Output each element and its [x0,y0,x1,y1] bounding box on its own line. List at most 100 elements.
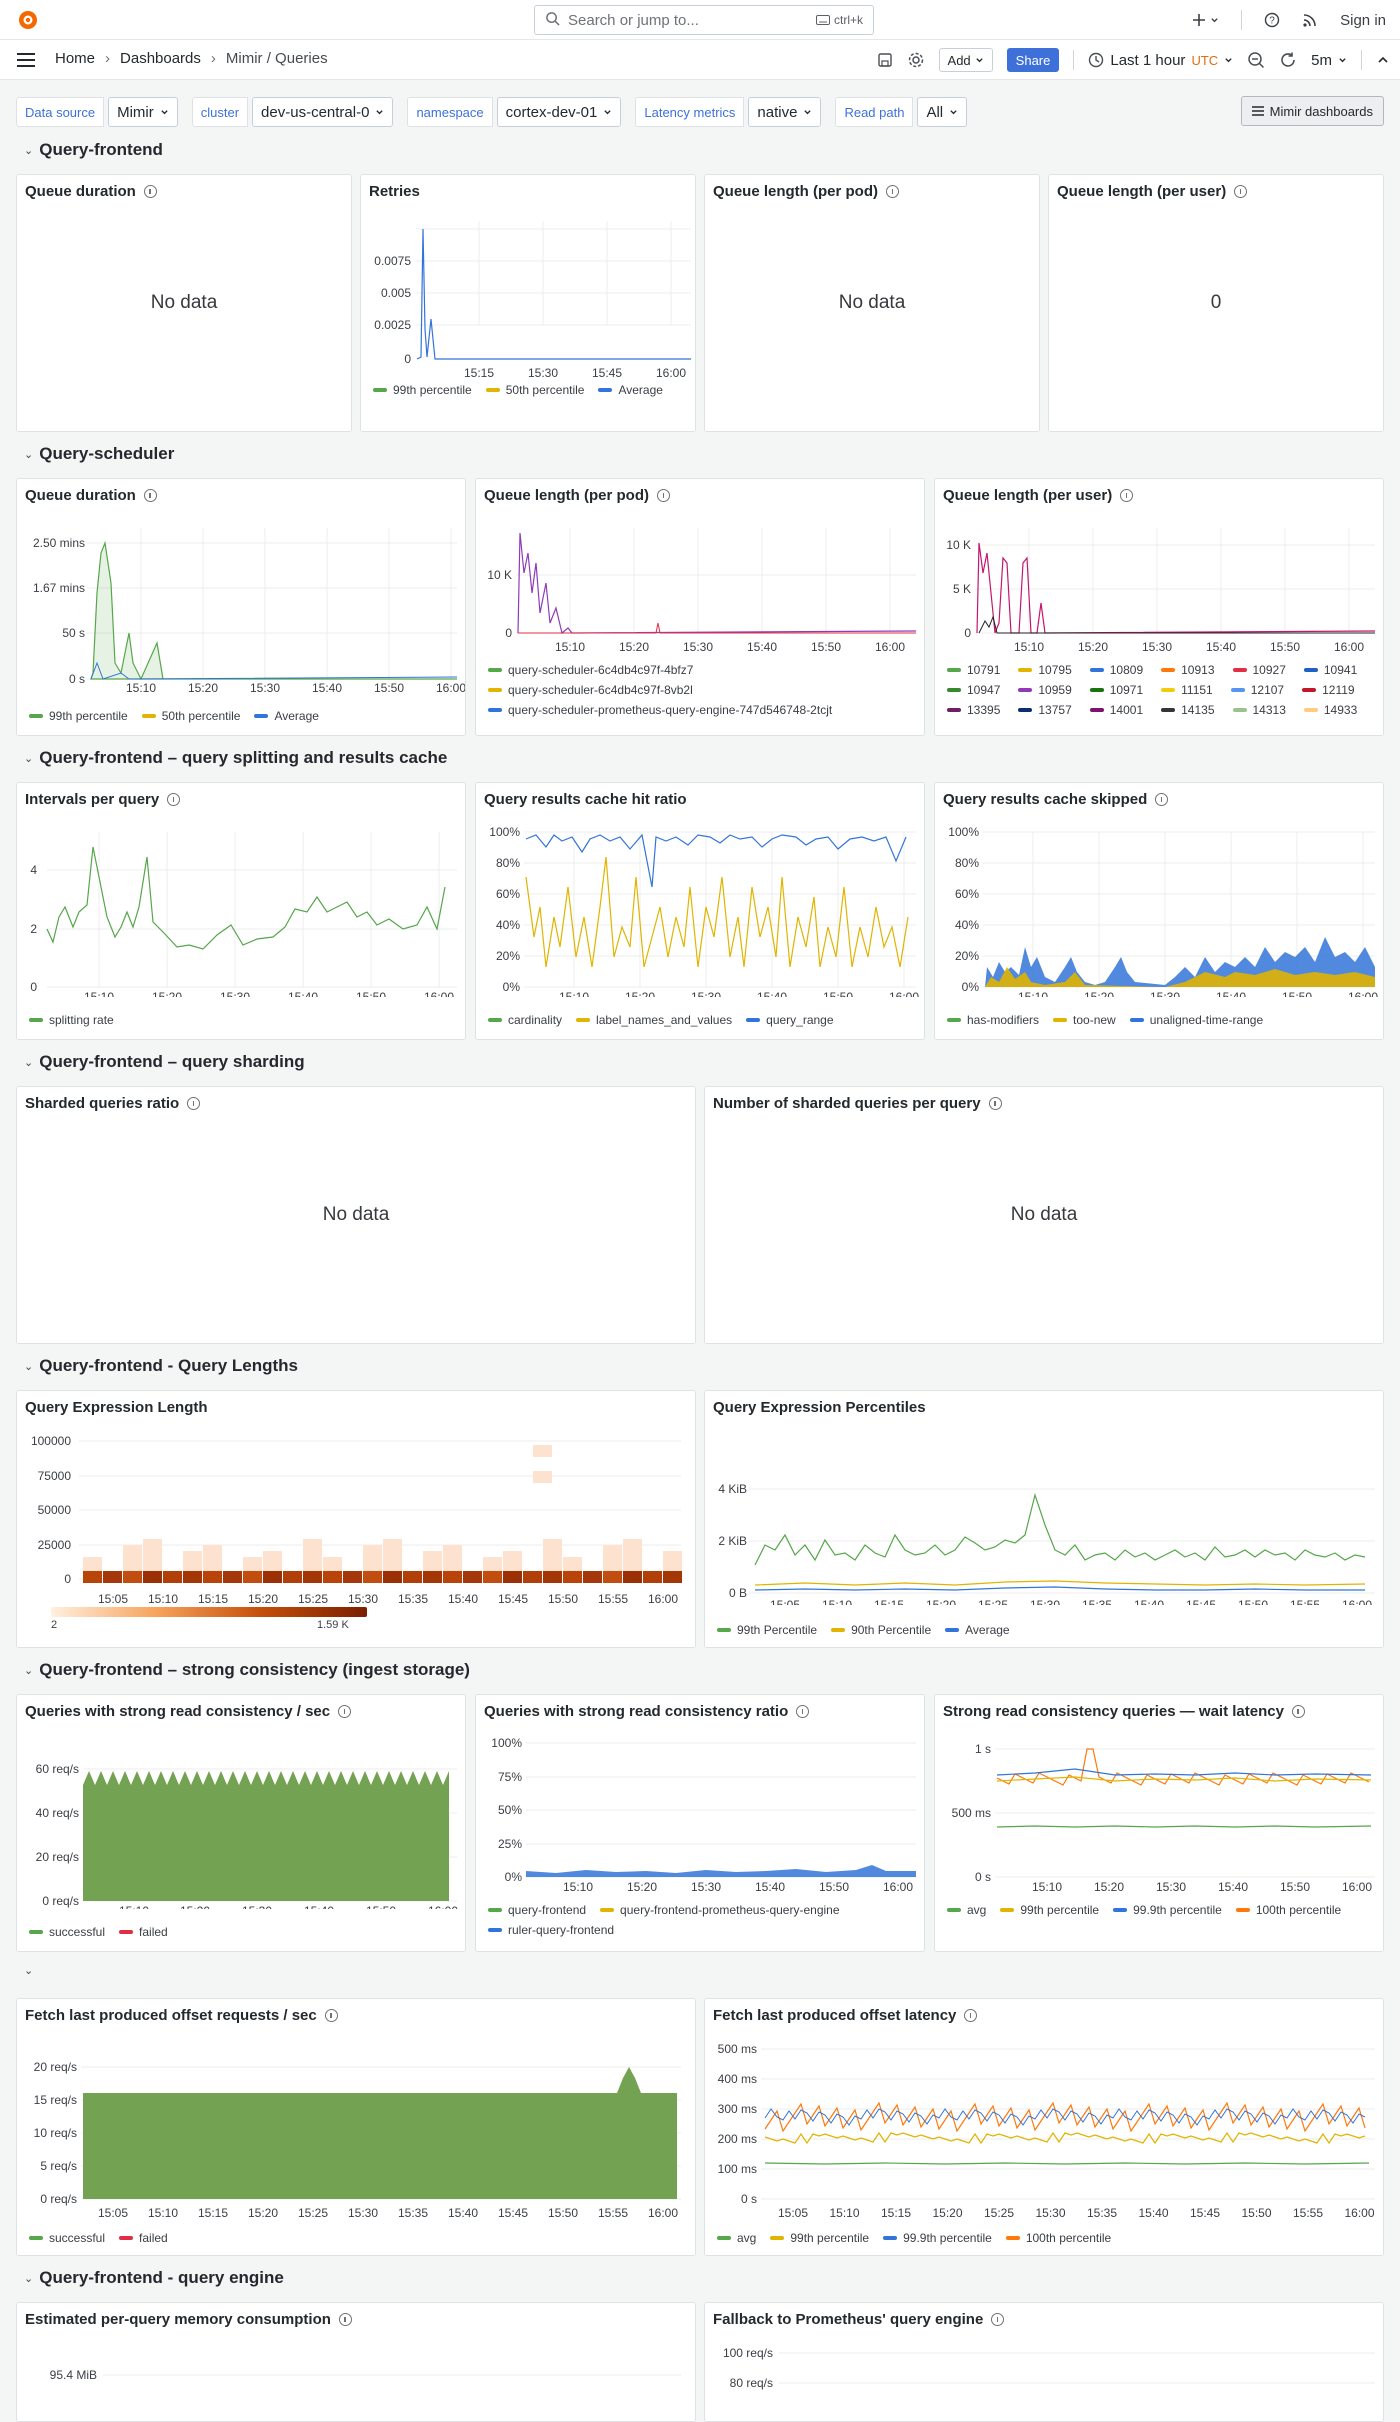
legend-item[interactable]: 12119 [1302,683,1355,697]
help-icon[interactable]: ? [1264,12,1280,28]
row-header-query-frontend[interactable]: ⌄ Query-frontend [24,140,163,159]
legend-item[interactable]: 90th Percentile [831,1623,931,1637]
zoom-out-icon[interactable] [1247,51,1265,69]
legend-item[interactable]: 10959 [1018,683,1072,697]
legend-item[interactable]: 10809 [1089,663,1143,677]
legend-item[interactable]: Average [945,1623,1010,1637]
legend-item[interactable]: 14135 [1161,703,1215,717]
legend-item[interactable]: 100th percentile [1005,2231,1111,2245]
row-header-query-engine[interactable]: ⌄ Query-frontend - query engine [24,2268,284,2287]
legend-item[interactable]: successful [29,1925,105,1939]
row-header-query-lengths[interactable]: ⌄ Query-frontend - Query Lengths [24,1356,299,1375]
variable-select-read-path[interactable]: All [917,97,968,127]
legend-item[interactable]: 99.9th percentile [1113,1903,1222,1917]
legend-item[interactable]: 10795 [1018,663,1072,677]
row-header-unnamed[interactable]: ⌄ [24,1964,39,1977]
legend-item[interactable]: avg [717,2231,756,2245]
legend-item[interactable]: 50th percentile [485,383,584,397]
legend-item[interactable]: 10791 [947,663,1000,677]
legend-item[interactable]: 99th percentile [1000,1903,1099,1917]
info-icon[interactable] [324,2009,338,2022]
legend-item[interactable]: 10927 [1232,663,1286,677]
legend-item[interactable]: 14933 [1303,703,1357,717]
legend-item[interactable]: 99th percentile [373,383,472,397]
row-header-query-sharding[interactable]: ⌄ Query-frontend – query sharding [24,1052,305,1071]
legend-item[interactable]: query_range [746,1013,834,1027]
legend-item[interactable]: 99th Percentile [717,1623,817,1637]
breadcrumb-home[interactable]: Home [55,50,96,67]
legend-item[interactable]: avg [947,1903,986,1917]
legend-item[interactable]: unaligned-time-range [1129,1013,1263,1027]
legend-item[interactable]: 14313 [1232,703,1286,717]
info-icon[interactable] [338,1705,352,1718]
legend-item[interactable]: 11151 [1161,683,1213,697]
legend-item[interactable]: too-new [1053,1013,1116,1027]
info-icon[interactable] [964,2009,978,2022]
rss-news-icon[interactable] [1302,12,1318,28]
refresh-icon[interactable] [1279,51,1297,69]
row-header-query-scheduler[interactable]: ⌄ Query-scheduler [24,444,175,463]
info-icon[interactable] [796,1705,810,1718]
legend-item[interactable]: 99th percentile [770,2231,869,2245]
legend-item[interactable]: has-modifiers [947,1013,1039,1027]
info-icon[interactable] [1120,489,1134,502]
legend-item[interactable]: 50th percentile [141,709,240,723]
legend-item[interactable]: splitting rate [29,1013,114,1027]
save-icon[interactable] [877,52,893,68]
legend-item[interactable]: 13395 [947,703,1000,717]
legend-item[interactable]: failed [119,1925,168,1939]
info-icon[interactable] [143,185,157,198]
chevron-up-icon[interactable] [1376,53,1390,67]
legend-item[interactable]: 13757 [1018,703,1072,717]
legend-item[interactable]: ruler-query-frontend [488,1923,614,1937]
legend-item[interactable]: 99.9th percentile [883,2231,992,2245]
sign-in-link[interactable]: Sign in [1340,11,1386,29]
legend-item[interactable]: failed [119,2231,168,2245]
legend-item[interactable]: 100th percentile [1235,1903,1341,1917]
info-icon[interactable] [338,2313,352,2326]
legend-item[interactable]: label_names_and_values [576,1013,732,1027]
info-icon[interactable] [1155,793,1169,806]
info-icon[interactable] [143,489,157,502]
breadcrumb-dashboards[interactable]: Dashboards [120,50,201,67]
info-icon[interactable] [657,489,670,502]
legend-item[interactable]: query-scheduler-6c4db4c97f-8vb2l [488,683,918,697]
time-range-picker[interactable]: Last 1 hour UTC [1088,52,1233,69]
legend-item[interactable]: query-frontend-prometheus-query-engine [600,1903,840,1917]
legend-item[interactable]: Average [254,709,319,723]
info-icon[interactable] [991,2313,1005,2326]
info-icon[interactable] [167,793,181,806]
legend-item[interactable]: 10913 [1161,663,1215,677]
legend-item[interactable]: query-scheduler-6c4db4c97f-4bfz7 [488,663,918,677]
search-input[interactable]: Search or jump to... ctrl+k [534,5,874,35]
variable-select-cluster[interactable]: dev-us-central-0 [252,97,394,127]
variable-select-namespace[interactable]: cortex-dev-01 [496,97,622,127]
info-icon[interactable] [988,1097,1002,1110]
info-icon[interactable] [1234,185,1248,198]
legend-item[interactable]: 10971 [1089,683,1143,697]
legend-item[interactable]: Average [598,383,663,397]
row-header-splitting-cache[interactable]: ⌄ Query-frontend – query splitting and re… [24,748,448,767]
info-icon[interactable] [187,1097,201,1110]
legend-item[interactable]: 10947 [947,683,1000,697]
add-button[interactable]: Add [938,48,993,72]
info-icon[interactable] [1291,1705,1305,1718]
row-header-strong-consistency[interactable]: ⌄ Query-frontend – strong consistency (in… [24,1660,470,1679]
mimir-dashboards-link[interactable]: Mimir dashboards [1240,96,1384,126]
new-menu-button[interactable] [1192,13,1219,27]
legend-item[interactable]: cardinality [488,1013,562,1027]
share-button[interactable]: Share [1006,48,1060,72]
legend-item[interactable]: 99th percentile [29,709,128,723]
legend-item[interactable]: query-scheduler-prometheus-query-engine-… [488,703,918,717]
legend-item[interactable]: 12107 [1230,683,1284,697]
gear-icon[interactable] [907,51,925,69]
legend-item[interactable]: 14001 [1089,703,1143,717]
legend-item[interactable]: query-frontend [488,1903,586,1917]
refresh-interval-picker[interactable]: 5m [1311,52,1347,69]
legend-item[interactable]: 10941 [1303,663,1357,677]
info-icon[interactable] [886,185,899,198]
menu-icon[interactable] [16,52,36,68]
grafana-logo-icon[interactable] [16,8,40,32]
legend-item[interactable]: successful [29,2231,105,2245]
variable-select-datasource[interactable]: Mimir [108,97,178,127]
